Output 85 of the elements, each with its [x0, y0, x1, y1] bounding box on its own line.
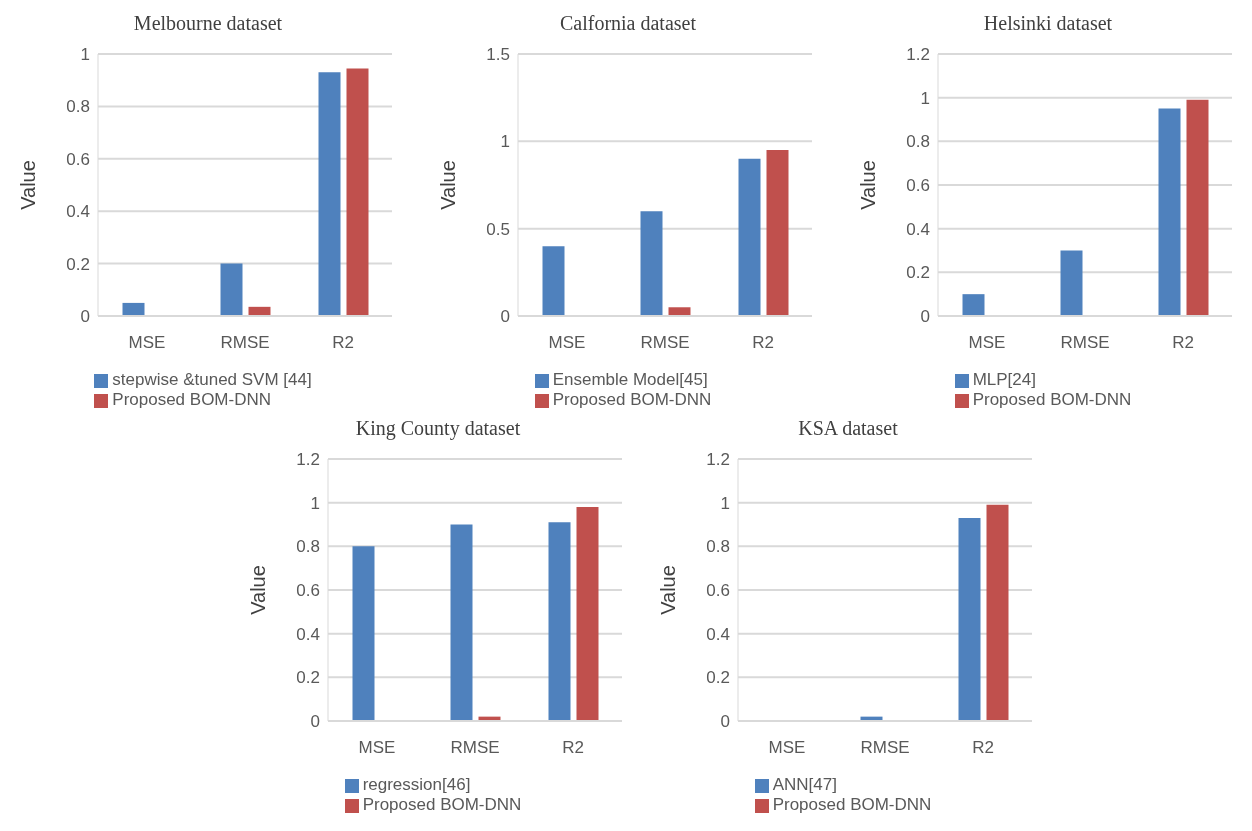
- bar: [576, 507, 599, 721]
- y-axis-title: Value: [247, 565, 270, 615]
- y-tick-label: 0.5: [486, 219, 510, 239]
- bar: [986, 504, 1009, 721]
- y-tick-label: 0.8: [906, 132, 930, 152]
- legend-label: Proposed BOM-DNN: [112, 390, 272, 409]
- legend-label: Proposed BOM-DNN: [362, 795, 522, 814]
- y-tick-label: 1: [720, 493, 730, 513]
- x-tick-label: RMSE: [220, 333, 270, 353]
- legend-label: Proposed BOM-DNN: [972, 390, 1132, 409]
- x-tick-label: R2: [972, 738, 994, 758]
- x-tick-label: R2: [752, 333, 774, 353]
- y-tick-label: 0.6: [66, 149, 90, 169]
- chart-title: Melbourne dataset: [132, 11, 284, 36]
- y-tick-label: 0.4: [706, 624, 730, 644]
- legend-label: Ensemble Model[45]: [552, 370, 708, 389]
- y-tick-label: 0: [500, 307, 510, 327]
- y-axis-title: Value: [17, 160, 40, 210]
- y-axis-title: Value: [857, 160, 880, 210]
- y-axis-title: Value: [657, 565, 680, 615]
- bar: [352, 546, 375, 721]
- bar: [1158, 108, 1181, 316]
- y-tick-label: 0: [920, 307, 930, 327]
- y-tick-label: 0.2: [706, 668, 730, 688]
- legend-label: regression[46]: [362, 775, 471, 794]
- x-tick-label: MSE: [548, 333, 586, 353]
- bar: [962, 294, 985, 316]
- y-tick-label: 1.2: [296, 450, 320, 470]
- x-tick-label: RMSE: [860, 738, 910, 758]
- bar: [220, 263, 243, 316]
- y-tick-label: 0.4: [66, 202, 90, 222]
- chart-title: Calfornia dataset: [558, 11, 698, 36]
- bar: [738, 158, 761, 316]
- chart-title: King County dataset: [354, 416, 522, 442]
- x-tick-label: R2: [332, 333, 354, 353]
- y-tick-label: 0.4: [906, 219, 930, 239]
- x-tick-label: RMSE: [450, 738, 500, 758]
- chart-title: KSA dataset: [797, 416, 899, 441]
- y-tick-label: 0.8: [706, 537, 730, 557]
- x-tick-label: MSE: [128, 333, 166, 353]
- bar: [1060, 250, 1083, 316]
- x-tick-label: R2: [562, 738, 584, 758]
- bar: [542, 246, 565, 316]
- bar: [958, 517, 981, 721]
- y-tick-label: 0: [310, 712, 320, 732]
- legend-label: stepwise &tuned SVM [44]: [112, 370, 312, 389]
- bar: [668, 307, 691, 316]
- y-tick-label: 0.6: [706, 581, 730, 601]
- bar: [1186, 99, 1209, 316]
- chart-title: Helsinki dataset: [982, 11, 1114, 36]
- y-tick-label: 0: [80, 307, 90, 327]
- legend-label: ANN[47]: [772, 775, 837, 794]
- y-tick-label: 1.2: [706, 450, 730, 470]
- y-axis-title: Value: [437, 160, 460, 210]
- x-tick-label: MSE: [768, 738, 806, 758]
- y-tick-label: 0.2: [66, 254, 90, 274]
- x-tick-label: R2: [1172, 333, 1194, 353]
- x-tick-label: MSE: [358, 738, 396, 758]
- y-tick-label: 1: [310, 493, 320, 513]
- y-tick-label: 1.5: [486, 45, 510, 65]
- y-tick-label: 0.2: [296, 668, 320, 688]
- legend-label: Proposed BOM-DNN: [772, 795, 932, 814]
- y-tick-label: 0: [720, 712, 730, 732]
- y-tick-label: 1: [80, 45, 90, 65]
- x-tick-label: RMSE: [1060, 333, 1110, 353]
- bar: [122, 302, 145, 316]
- bar: [318, 72, 341, 316]
- bar: [548, 522, 571, 721]
- y-tick-label: 0.8: [296, 537, 320, 557]
- y-tick-label: 0.6: [906, 176, 930, 196]
- bar: [346, 68, 369, 316]
- legend-label: Proposed BOM-DNN: [552, 390, 712, 409]
- bar: [766, 150, 789, 316]
- x-tick-label: RMSE: [640, 333, 690, 353]
- x-tick-label: MSE: [968, 333, 1006, 353]
- bar: [640, 211, 663, 316]
- bar: [450, 524, 473, 721]
- legend-label: MLP[24]: [972, 370, 1036, 389]
- y-tick-label: 1: [500, 132, 510, 152]
- y-tick-label: 0.6: [296, 581, 320, 601]
- y-tick-label: 1.2: [906, 45, 930, 65]
- y-tick-label: 0.2: [906, 263, 930, 283]
- y-tick-label: 0.8: [66, 97, 90, 117]
- y-tick-label: 1: [920, 88, 930, 108]
- y-tick-label: 0.4: [296, 624, 320, 644]
